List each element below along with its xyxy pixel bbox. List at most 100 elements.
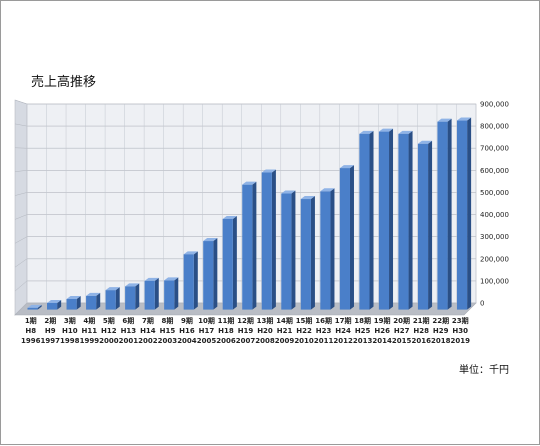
x-tick-label: 1996: [21, 337, 41, 345]
bar-front: [262, 173, 272, 310]
x-tick-label: 19期: [374, 316, 391, 325]
bar-front: [320, 191, 330, 309]
x-tick-label: H24: [335, 327, 351, 335]
x-tick-label: 2009: [275, 337, 295, 345]
x-tick-label: 2期: [44, 316, 56, 325]
bar-side: [116, 287, 120, 309]
bar: [301, 196, 315, 310]
bar: [47, 300, 61, 310]
bar-front: [457, 121, 467, 310]
bar: [281, 191, 295, 310]
bar-front: [223, 219, 233, 310]
bar: [125, 283, 139, 309]
y-tick-label: 0: [480, 300, 484, 308]
bar-side: [174, 277, 178, 309]
bar-side: [370, 131, 374, 310]
bar-front: [340, 168, 350, 310]
bar: [106, 287, 120, 309]
y-tick-label: 800,000: [480, 123, 509, 131]
x-tick-label: 8期: [161, 316, 173, 325]
bar-front: [379, 132, 389, 310]
bar: [320, 188, 334, 309]
x-tick-label: 1期: [25, 316, 37, 325]
bar-side: [409, 131, 413, 310]
y-tick-label: 700,000: [480, 145, 509, 153]
x-tick-label: 21期: [413, 316, 430, 325]
x-tick-label: H9: [45, 327, 56, 335]
x-tick-label: 13期: [257, 316, 274, 325]
bar-front: [398, 134, 408, 310]
x-tick-label: 2007: [236, 337, 256, 345]
bar-front: [437, 122, 447, 310]
x-tick-label: H14: [140, 327, 156, 335]
x-tick-label: 2018: [431, 337, 451, 345]
x-tick-label: 6期: [122, 316, 134, 325]
x-tick-label: 2004: [177, 337, 197, 345]
bar-front: [47, 303, 57, 310]
x-tick-label: 9期: [181, 316, 193, 325]
x-tick-label: H15: [160, 327, 176, 335]
bar: [437, 119, 451, 310]
bar-side: [291, 191, 295, 310]
x-axis-ticks: 1期H819962期H919973期H1019984期H1119995期H122…: [21, 316, 470, 345]
x-tick-label: H18: [218, 327, 234, 335]
bar-side: [272, 170, 276, 310]
x-tick-label: H8: [25, 327, 36, 335]
x-tick-label: H17: [199, 327, 215, 335]
x-tick-label: H11: [82, 327, 98, 335]
bar-side: [389, 129, 393, 310]
bar-front: [203, 241, 213, 310]
bar: [262, 170, 276, 310]
y-tick-label: 500,000: [480, 189, 509, 197]
bar-side: [155, 278, 159, 310]
unit-label: 単位：千円: [459, 361, 509, 376]
x-tick-label: 2008: [255, 337, 275, 345]
bar-side: [252, 182, 256, 310]
bar-front: [67, 299, 77, 310]
bar: [86, 293, 100, 310]
y-tick-label: 400,000: [480, 211, 509, 219]
x-tick-label: 10期: [198, 316, 215, 325]
x-tick-label: H10: [62, 327, 78, 335]
x-tick-label: H30: [452, 327, 468, 335]
bar-side: [213, 238, 217, 310]
x-tick-label: H21: [277, 327, 293, 335]
x-tick-label: 2005: [197, 337, 217, 345]
bar-front: [281, 194, 291, 310]
bar: [457, 118, 471, 310]
x-tick-label: 11期: [218, 316, 235, 325]
bar: [398, 131, 412, 310]
x-tick-label: H25: [355, 327, 371, 335]
x-tick-label: 2003: [158, 337, 178, 345]
x-tick-label: 14期: [276, 316, 293, 325]
y-axis-ticks: 0100,000200,000300,000400,000500,000600,…: [480, 101, 509, 308]
x-tick-label: 1998: [60, 337, 80, 345]
bar-side: [467, 118, 471, 310]
x-tick-label: 22期: [432, 316, 449, 325]
bar-side: [428, 141, 432, 310]
bar: [242, 182, 256, 310]
bar-side: [448, 119, 452, 310]
x-tick-label: 12期: [237, 316, 254, 325]
x-tick-label: 2015: [392, 337, 412, 345]
x-tick-label: H26: [374, 327, 390, 335]
x-tick-label: 20期: [393, 316, 410, 325]
x-tick-label: 4期: [83, 316, 95, 325]
x-tick-label: 7期: [142, 316, 154, 325]
x-tick-label: H27: [394, 327, 410, 335]
bar-front: [242, 185, 252, 310]
bar-side: [330, 188, 334, 309]
x-tick-label: H19: [238, 327, 254, 335]
x-tick-label: 2001: [119, 337, 139, 345]
bar-front: [184, 254, 194, 309]
x-tick-label: 2006: [216, 337, 236, 345]
x-tick-label: 3期: [64, 316, 76, 325]
x-tick-label: 2002: [138, 337, 158, 345]
x-tick-label: 1999: [80, 337, 100, 345]
x-tick-label: 2012: [333, 337, 353, 345]
y-tick-label: 100,000: [480, 277, 509, 285]
x-tick-label: H13: [121, 327, 137, 335]
y-tick-label: 300,000: [480, 233, 509, 241]
